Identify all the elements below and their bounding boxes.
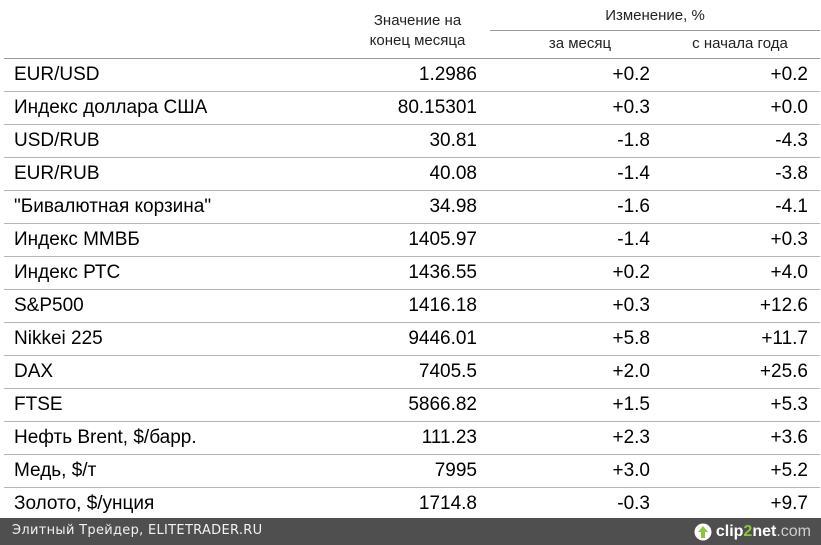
column-header-value-line1: Значение на: [373, 12, 462, 29]
instrument-name: Nikkei 225: [14, 328, 103, 349]
value-cell: 1.2986: [418, 64, 477, 85]
value-cell: 5866.82: [408, 394, 477, 415]
instrument-name: Индекс доллара США: [14, 97, 208, 118]
footer-bar: Элитный Трейдер, ELITETRADER.RU clip2net…: [0, 518, 821, 545]
instrument-name: Нефть Brent, $/барр.: [14, 427, 197, 448]
month-change-cell: +2.0: [612, 361, 650, 382]
instrument-name: USD/RUB: [14, 130, 100, 151]
month-change-cell: +0.2: [612, 64, 650, 85]
month-change-cell: -0.3: [617, 493, 650, 514]
table-row: Индекс доллара США 80.15301 +0.3 +0.0: [4, 92, 820, 125]
column-header-ytd: с начала года: [692, 35, 788, 52]
ytd-change-cell: +0.0: [770, 97, 808, 118]
value-cell: 1416.18: [408, 295, 477, 316]
ytd-change-cell: +11.7: [761, 328, 808, 349]
value-cell: 30.81: [429, 130, 477, 151]
instrument-name: Золото, $/унция: [14, 493, 155, 514]
brand-part-net: net: [752, 522, 777, 540]
table-row: Индекс РТС 1436.55 +0.2 +4.0: [4, 257, 820, 290]
month-change-cell: +2.3: [612, 427, 650, 448]
ytd-change-cell: +4.0: [770, 262, 808, 283]
clip2net-arrow-icon: [694, 523, 712, 540]
table-row: Nikkei 225 9446.01 +5.8 +11.7: [4, 323, 820, 356]
ytd-change-cell: +5.3: [770, 394, 808, 415]
ytd-change-cell: -4.1: [775, 196, 808, 217]
table-row: EUR/USD 1.2986 +0.2 +0.2: [4, 59, 820, 92]
instrument-name: EUR/RUB: [14, 163, 100, 184]
table-row: S&P500 1416.18 +0.3 +12.6: [4, 290, 820, 323]
month-change-cell: -1.8: [617, 130, 650, 151]
value-cell: 80.15301: [397, 97, 477, 118]
brand-part-clip: clip: [715, 522, 744, 540]
month-change-cell: +0.3: [612, 295, 650, 316]
footer-source-text: Элитный Трейдер, ELITETRADER.RU: [12, 523, 263, 538]
value-cell: 7405.5: [418, 361, 477, 382]
month-change-cell: +5.8: [612, 328, 650, 349]
value-cell: 1436.55: [408, 262, 477, 283]
table-row: USD/RUB 30.81 -1.8 -4.3: [4, 125, 820, 158]
quotes-table-body: EUR/USD 1.2986 +0.2 +0.2 Индекс доллара США 8…: [4, 59, 820, 521]
month-change-cell: +0.2: [612, 262, 650, 283]
ytd-change-cell: +9.7: [770, 493, 808, 514]
quotes-table-page: Значение на конец месяца Изменение, % за…: [4, 7, 820, 521]
month-change-cell: +0.3: [612, 97, 650, 118]
instrument-name: DAX: [14, 361, 54, 382]
ytd-change-cell: -4.3: [775, 130, 808, 151]
table-row: "Бивалютная корзина" 34.98 -1.6 -4.1: [4, 191, 820, 224]
value-cell: 111.23: [421, 427, 477, 448]
table-row: FTSE 5866.82 +1.5 +5.3: [4, 389, 820, 422]
table-row: Нефть Brent, $/барр. 111.23 +2.3 +3.6: [4, 422, 820, 455]
ytd-change-cell: +25.6: [759, 361, 808, 382]
ytd-change-cell: +3.6: [770, 427, 808, 448]
value-cell: 40.08: [429, 163, 477, 184]
brand-part-2: 2: [743, 522, 753, 540]
table-row: Медь, $/т 7995 +3.0 +5.2: [4, 455, 820, 488]
value-cell: 1405.97: [408, 229, 477, 250]
value-cell: 9446.01: [408, 328, 477, 349]
ytd-change-cell: -3.8: [775, 163, 808, 184]
clip2net-logo[interactable]: clip2net.com: [694, 521, 811, 542]
instrument-name: FTSE: [14, 394, 63, 415]
header-bottom-border: [4, 58, 820, 59]
ytd-change-cell: +0.2: [770, 64, 808, 85]
ytd-change-cell: +12.6: [759, 295, 808, 316]
column-header-value-line2: конец месяца: [369, 32, 466, 49]
month-change-cell: +3.0: [612, 460, 650, 481]
instrument-name: Индекс ММВБ: [14, 229, 140, 250]
header-divider: [490, 30, 820, 31]
column-header-change: Изменение, %: [605, 7, 705, 24]
month-change-cell: +1.5: [612, 394, 650, 415]
value-cell: 1714.8: [418, 493, 477, 514]
instrument-name: EUR/USD: [14, 64, 100, 85]
instrument-name: Индекс РТС: [14, 262, 121, 283]
brand-part-com: .com: [776, 522, 811, 540]
value-cell: 34.98: [429, 196, 477, 217]
month-change-cell: -1.6: [617, 196, 650, 217]
clip2net-wordmark: clip2net.com: [716, 523, 811, 541]
ytd-change-cell: +0.3: [770, 229, 808, 250]
table-row: Золото, $/унция 1714.8 -0.3 +9.7: [4, 488, 820, 521]
instrument-name: S&P500: [14, 295, 84, 316]
instrument-name: Медь, $/т: [14, 460, 97, 481]
column-header-value: Значение на конец месяца: [350, 11, 485, 51]
column-header-month: за месяц: [548, 35, 612, 52]
table-row: EUR/RUB 40.08 -1.4 -3.8: [4, 158, 820, 191]
instrument-name: "Бивалютная корзина": [14, 196, 212, 217]
month-change-cell: -1.4: [617, 163, 650, 184]
value-cell: 7995: [434, 460, 477, 481]
ytd-change-cell: +5.2: [770, 460, 808, 481]
table-row: Индекс ММВБ 1405.97 -1.4 +0.3: [4, 224, 820, 257]
table-row: DAX 7405.5 +2.0 +25.6: [4, 356, 820, 389]
month-change-cell: -1.4: [617, 229, 650, 250]
